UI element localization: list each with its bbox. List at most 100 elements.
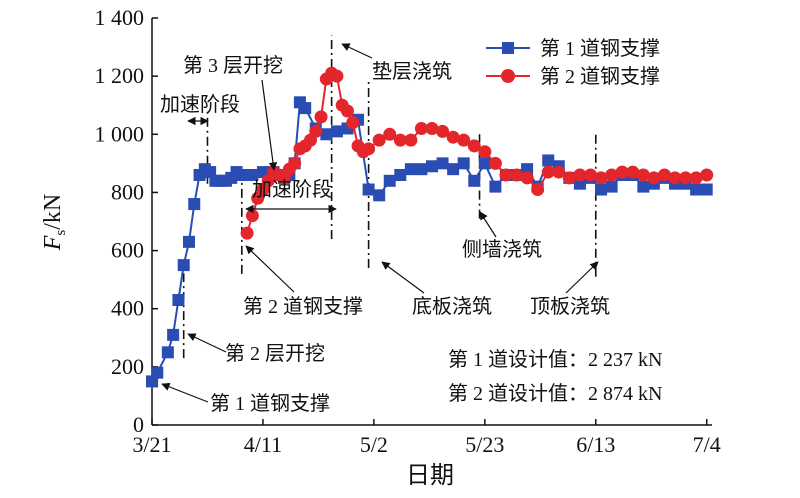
legend-marker-1 <box>502 42 514 54</box>
series-2-point-53 <box>679 171 693 185</box>
series-1-point-43 <box>478 157 491 170</box>
series-1-point-29 <box>330 125 343 138</box>
series-2-point-23 <box>362 142 376 156</box>
series-1-point-40 <box>447 163 460 176</box>
series-layer <box>146 66 714 388</box>
series-2-point-55 <box>700 168 714 182</box>
series-1-point-37 <box>415 163 428 176</box>
series-1-point-33 <box>373 189 386 202</box>
y-tick-label-400: 400 <box>111 296 144 321</box>
y-axis-title-sub: s <box>53 230 69 236</box>
series-1-point-28 <box>320 128 333 141</box>
series-2-point-20 <box>346 116 360 130</box>
series-2-point-31 <box>446 130 460 144</box>
y-tick-label-1200: 1 200 <box>95 63 145 88</box>
legend-label-2: 第 2 道钢支撑 <box>540 65 660 88</box>
annotation-first-brace: 第 1 道钢支撑 <box>210 392 330 415</box>
series-2-point-30 <box>436 124 450 138</box>
series-1-point-41 <box>457 157 470 170</box>
series-1-point-3 <box>167 328 180 341</box>
design-value-first-brace: 第 1 道设计值：2 237 kN <box>448 348 662 371</box>
series-2-point-39 <box>531 183 545 197</box>
y-tick-label-800: 800 <box>111 179 144 204</box>
series-1-point-17 <box>246 168 259 181</box>
series-2-point-37 <box>510 168 524 182</box>
y-axis-title-main: F <box>40 235 66 251</box>
series-1-point-35 <box>394 168 407 181</box>
x-tick-label-0: 3/21 <box>132 432 171 457</box>
series-2-point-29 <box>425 121 439 135</box>
series-2-point-46 <box>605 168 619 182</box>
annotation-cushion-arrow <box>341 43 373 59</box>
series-1-point-64 <box>700 183 713 196</box>
series-1-point-63 <box>690 183 703 196</box>
series-2-point-32 <box>457 133 471 147</box>
series-2-point-38 <box>520 171 534 185</box>
series-1-line <box>151 99 707 382</box>
annotation-base-slab-pouring: 底板浇筑 <box>412 295 492 318</box>
annotation-roof-slab-pouring: 顶板浇筑 <box>530 295 610 318</box>
x-tick-label-1: 4/11 <box>244 432 282 457</box>
series-1-point-44 <box>489 180 502 193</box>
annotation-roof-slab-arrow <box>565 261 599 294</box>
series-1-point-2 <box>161 346 174 359</box>
ticks-layer: 0 200 400 600 800 1 000 1 200 1 400 3/21 4/11 5/2 5… <box>95 5 721 457</box>
series-1-point-42 <box>468 174 481 187</box>
series-1-point-1 <box>151 366 164 379</box>
series-1-point-16 <box>235 168 248 181</box>
annotation-layer3-arrow <box>261 79 278 171</box>
annotation-layer2-arrow <box>187 333 227 353</box>
legend: 第 1 道钢支撑 第 2 道钢支撑 <box>486 37 660 88</box>
x-tick-label-4: 6/13 <box>576 432 615 457</box>
series-2-point-48 <box>626 165 640 179</box>
legend-marker-2 <box>501 69 515 83</box>
annotation-side-wall-pouring: 侧墙浇筑 <box>462 238 542 261</box>
annotation-base-slab-arrow <box>381 261 425 294</box>
annotation-side-wall-arrow <box>479 211 497 238</box>
annotation-second-brace-arrow <box>245 245 295 293</box>
event-lines-layer <box>156 35 597 388</box>
series-2-point-44 <box>583 168 597 182</box>
series-2-point-40 <box>541 165 555 179</box>
series-2-point-42 <box>562 171 576 185</box>
series-2-point-51 <box>657 168 671 182</box>
annotation-layer3-excavation: 第 3 层开挖 <box>183 54 283 77</box>
x-tick-label-3: 5/23 <box>465 432 504 457</box>
y-tick-label-1400: 1 400 <box>95 5 145 30</box>
series-2-point-1 <box>245 209 259 223</box>
series-2-point-25 <box>383 127 397 141</box>
annotation-acceleration-1: 加速阶段 <box>160 93 240 116</box>
series-2-point-35 <box>488 156 502 170</box>
series-2-point-45 <box>594 171 608 185</box>
series-2-point-0 <box>240 226 254 240</box>
annotation-second-brace: 第 2 道钢支撑 <box>243 295 363 318</box>
series-1-point-26 <box>299 102 312 115</box>
y-tick-label-200: 200 <box>111 354 144 379</box>
series-1-point-36 <box>404 163 417 176</box>
y-axis-title: Fs/kN <box>40 194 69 252</box>
series-2-point-26 <box>393 133 407 147</box>
series-1-point-49 <box>542 154 555 167</box>
series-1-point-55 <box>605 180 618 193</box>
series-1-point-6 <box>182 235 195 248</box>
series-2-point-27 <box>404 133 418 147</box>
annotation-first-brace-arrow <box>161 382 209 403</box>
series-2-point-47 <box>615 165 629 179</box>
series-2-point-9 <box>288 156 302 170</box>
annotation-acceleration-2: 加速阶段 <box>252 178 332 201</box>
design-value-second-brace: 第 2 道设计值：2 874 kN <box>448 382 662 405</box>
series-2-point-54 <box>689 171 703 185</box>
series-1-point-54 <box>595 183 608 196</box>
annotation-layer2-excavation: 第 2 层开挖 <box>225 342 325 365</box>
x-tick-label-5: 7/4 <box>693 432 721 457</box>
annotation-cushion-pouring: 垫层浇筑 <box>372 60 452 83</box>
series-2-point-50 <box>647 171 661 185</box>
series-1-point-4 <box>172 293 185 306</box>
series-2-point-49 <box>636 168 650 182</box>
series-2-point-14 <box>314 110 328 124</box>
series-2-point-41 <box>552 165 566 179</box>
series-2-point-52 <box>668 171 682 185</box>
series-2-point-43 <box>573 168 587 182</box>
